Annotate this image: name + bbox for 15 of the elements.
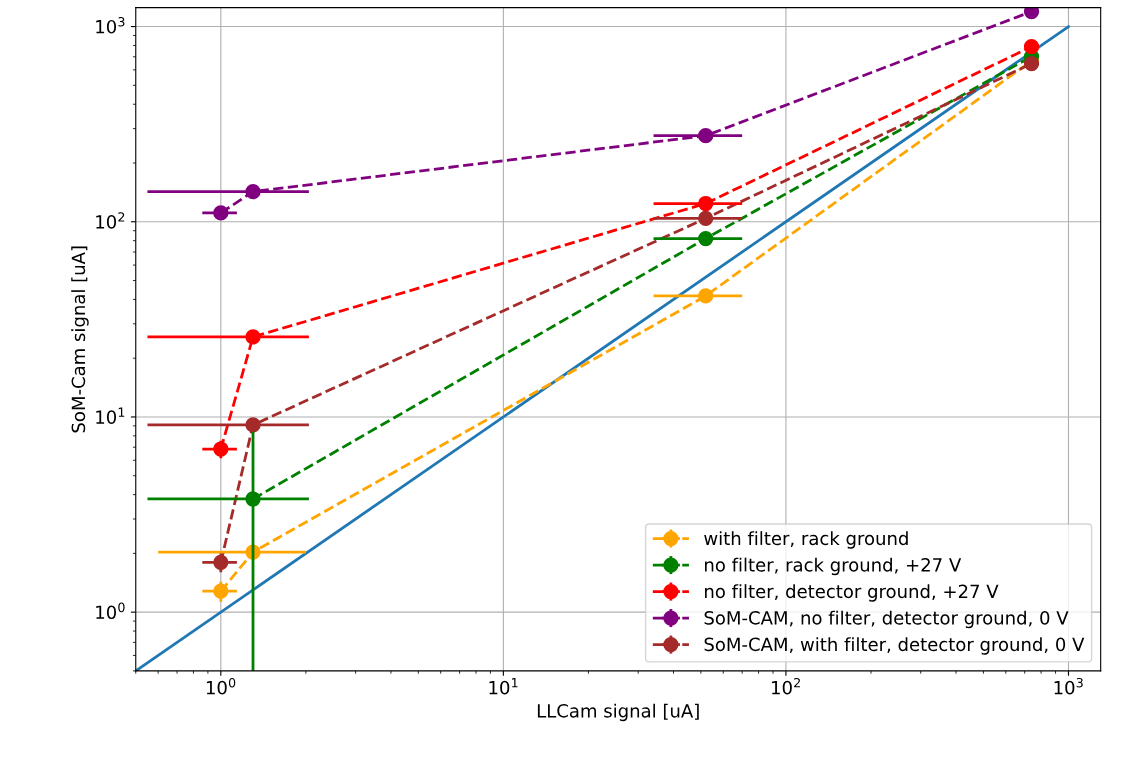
y-tick-label: 10$^{3}$ (96, 17, 125, 34)
y-tick-label: 10$^{2}$ (96, 212, 125, 229)
x-tick-label: 10$^{1}$ (489, 678, 518, 695)
y-tick-label: 10$^{0}$ (96, 602, 125, 620)
x-tick-label: 10$^{2}$ (772, 677, 800, 695)
x-tick-label: 10$^{3}$ (1054, 677, 1083, 695)
y-tick-label: 10$^{1}$ (96, 407, 125, 424)
x-tick-label: 10$^{0}$ (206, 677, 236, 695)
legend-label: no filter, rack ground, +27 V (705, 557, 962, 576)
legend-label: with filter, rack ground (704, 531, 908, 549)
legend-label: no filter, detector ground, +27 V (705, 584, 999, 602)
x-axis-title: LLCam signal [uA] (537, 703, 699, 722)
legend-label: SoM-CAM, with filter, detector ground, 0 V (704, 637, 1085, 655)
legend-label: SoM-CAM, no filter, detector ground, 0 V (704, 610, 1069, 629)
y-axis-title: SoM-Cam signal [uA] (71, 246, 89, 433)
